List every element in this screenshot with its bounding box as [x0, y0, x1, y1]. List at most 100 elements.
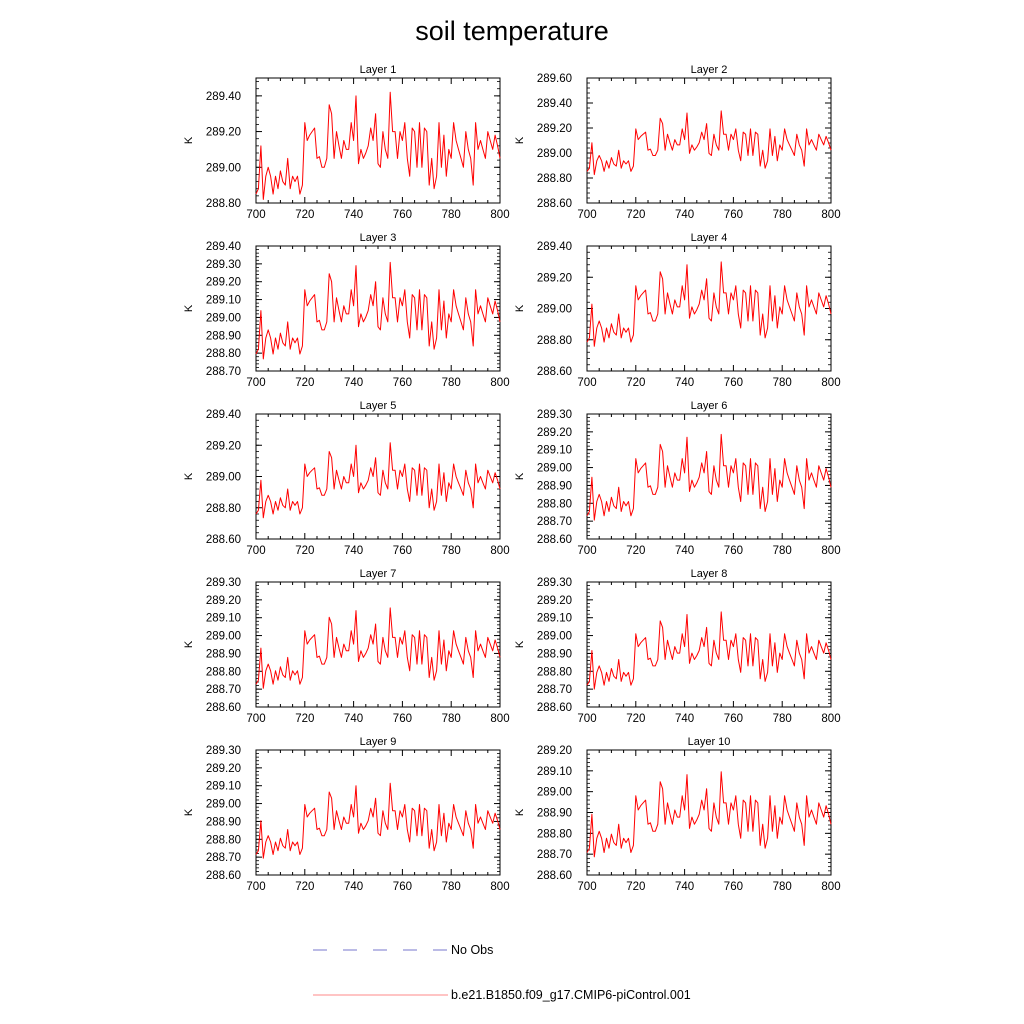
y-tick-label: 288.90 [206, 330, 241, 342]
x-tick-label: 780 [773, 377, 792, 389]
y-tick-label: 289.30 [206, 259, 241, 271]
y-axis-label: K [514, 640, 526, 648]
x-tick-label: 740 [344, 545, 363, 557]
y-tick-label: 289.40 [537, 98, 572, 110]
x-tick-label: 720 [295, 377, 314, 389]
y-tick-label: 288.80 [206, 198, 241, 210]
y-tick-label: 289.60 [537, 73, 572, 85]
y-tick-label: 288.80 [537, 498, 572, 510]
x-tick-label: 760 [393, 209, 412, 221]
y-tick-label: 289.40 [206, 91, 241, 103]
y-tick-label: 288.90 [537, 808, 572, 820]
legend-label-piControl: b.e21.B1850.f09_g17.CMIP6-piControl.001 [451, 988, 691, 1002]
y-tick-label: 289.00 [206, 312, 241, 324]
y-tick-label: 288.60 [206, 870, 241, 882]
y-tick-label: 289.00 [206, 799, 241, 811]
plot-frame [255, 413, 501, 540]
x-tick-label: 800 [821, 713, 840, 725]
x-tick-label: 800 [821, 377, 840, 389]
x-tick-label: 800 [821, 209, 840, 221]
x-tick-label: 700 [577, 713, 596, 725]
x-tick-label: 700 [577, 377, 596, 389]
y-tick-label: 289.30 [206, 577, 241, 589]
y-tick-label: 289.00 [537, 304, 572, 316]
y-tick-label: 288.80 [537, 173, 572, 185]
x-tick-label: 700 [577, 209, 596, 221]
plot-frame [255, 77, 501, 204]
panel-title: Layer 10 [688, 736, 731, 748]
x-tick-label: 780 [773, 881, 792, 893]
plot-frame [586, 245, 832, 372]
y-tick-label: 288.60 [537, 366, 572, 378]
y-tick-label: 289.20 [206, 127, 241, 139]
x-tick-label: 700 [246, 545, 265, 557]
series-line-piControl [586, 433, 832, 521]
y-tick-label: 288.80 [206, 834, 241, 846]
series-line-piControl [586, 771, 832, 858]
x-tick-label: 740 [344, 881, 363, 893]
panel-layer-4: Layer 4 K 700 720 740 760 780 800 288.60 288.80 28… [514, 232, 841, 389]
x-tick-label: 780 [442, 377, 461, 389]
panel-title: Layer 8 [691, 568, 728, 580]
y-tick-label: 289.20 [537, 427, 572, 439]
x-tick-label: 780 [442, 545, 461, 557]
x-tick-label: 740 [675, 545, 694, 557]
x-tick-label: 740 [675, 209, 694, 221]
y-tick-label: 288.80 [537, 335, 572, 347]
x-tick-label: 760 [724, 713, 743, 725]
y-axis-label: K [183, 640, 195, 648]
x-tick-label: 700 [246, 881, 265, 893]
y-tick-label: 288.70 [537, 684, 572, 696]
x-tick-label: 800 [821, 545, 840, 557]
y-tick-label: 289.00 [206, 162, 241, 174]
panel-title: Layer 1 [360, 64, 397, 76]
y-tick-label: 289.20 [206, 277, 241, 289]
y-tick-label: 288.80 [537, 828, 572, 840]
y-tick-label: 289.00 [206, 631, 241, 643]
legend-label-no-obs: No Obs [451, 943, 493, 957]
x-tick-label: 700 [246, 377, 265, 389]
y-axis-label: K [183, 136, 195, 144]
y-tick-label: 288.70 [206, 852, 241, 864]
series-line-piControl [255, 261, 501, 360]
plot-frame [586, 77, 832, 204]
y-tick-label: 288.70 [537, 849, 572, 861]
panel-title: Layer 5 [360, 400, 397, 412]
y-axis-label: K [514, 808, 526, 816]
y-tick-label: 288.90 [537, 648, 572, 660]
y-tick-label: 289.20 [206, 440, 241, 452]
x-tick-label: 780 [442, 881, 461, 893]
y-tick-label: 288.60 [206, 702, 241, 714]
x-tick-label: 700 [246, 209, 265, 221]
y-tick-label: 289.00 [206, 472, 241, 484]
y-tick-label: 288.60 [537, 870, 572, 882]
y-tick-label: 288.80 [206, 503, 241, 515]
panel-title: Layer 3 [360, 232, 397, 244]
x-tick-label: 800 [490, 881, 509, 893]
x-tick-label: 720 [626, 545, 645, 557]
plot-frame [255, 581, 501, 708]
series-line-piControl [586, 110, 832, 176]
x-tick-label: 740 [675, 881, 694, 893]
x-tick-label: 760 [724, 545, 743, 557]
y-tick-label: 288.70 [537, 516, 572, 528]
y-tick-label: 288.80 [206, 666, 241, 678]
x-tick-label: 720 [295, 713, 314, 725]
y-axis-label: K [514, 136, 526, 144]
x-tick-label: 800 [490, 209, 509, 221]
y-tick-label: 288.80 [206, 348, 241, 360]
x-tick-label: 740 [675, 713, 694, 725]
y-tick-label: 289.10 [537, 445, 572, 457]
y-tick-label: 289.20 [206, 595, 241, 607]
x-tick-label: 740 [344, 209, 363, 221]
y-tick-label: 288.80 [537, 666, 572, 678]
panel-title: Layer 2 [691, 64, 728, 76]
x-tick-label: 720 [295, 545, 314, 557]
x-tick-label: 720 [626, 209, 645, 221]
y-tick-label: 289.40 [206, 241, 241, 253]
y-tick-label: 289.30 [537, 409, 572, 421]
panel-layer-9: Layer 9 K 700 720 740 760 780 800 288.60 288.70 28… [183, 736, 510, 893]
chart-title: soil temperature [415, 16, 609, 46]
panel-layer-3: Layer 3 K 700 720 740 760 780 800 288.70 288.80 28… [183, 232, 510, 389]
